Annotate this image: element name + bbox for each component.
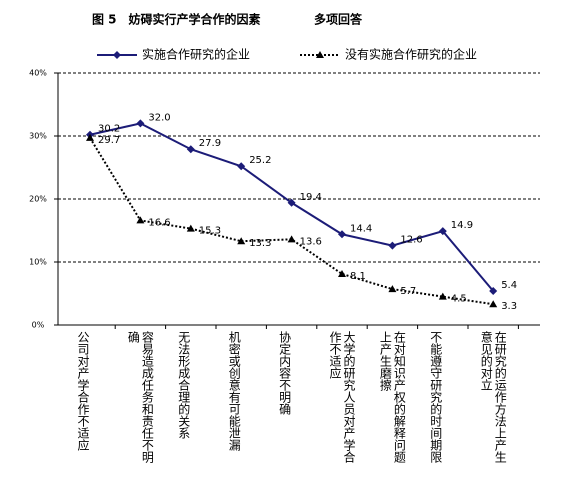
data-label: 8.1 <box>350 271 366 282</box>
data-label: 14.4 <box>350 223 372 234</box>
marker <box>237 162 246 171</box>
data-label: 25.2 <box>249 155 271 166</box>
y-tick-label: 0% <box>32 321 45 330</box>
chart-title: 图 5 妨碍实行产学合作的因素 <box>92 12 261 27</box>
x-tick-label: 不能遵守研究的时间期限 <box>428 331 443 463</box>
data-label: 27.9 <box>199 138 221 149</box>
x-tick-label: 无法形成合理的关系 <box>176 331 191 439</box>
marker <box>287 198 296 207</box>
y-tick-label: 10% <box>29 258 47 267</box>
legend-label: 实施合作研究的企业 <box>142 47 250 62</box>
x-tick-label: 在研究的运作方法上产生意见的对立 <box>479 331 508 463</box>
data-label: 19.4 <box>300 192 322 203</box>
y-tick-label: 40% <box>29 69 47 78</box>
marker <box>186 145 195 154</box>
marker <box>388 285 397 293</box>
y-tick-label: 30% <box>29 132 47 141</box>
marker <box>316 51 324 58</box>
x-tick-label: 协定内容不明确 <box>277 331 292 415</box>
y-tick-label: 20% <box>29 195 47 204</box>
marker <box>86 133 94 141</box>
series-line <box>89 122 494 292</box>
marker <box>186 224 195 232</box>
marker <box>136 119 145 128</box>
legend-label: 没有实施合作研究的企业 <box>345 47 477 62</box>
data-label: 29.7 <box>98 135 120 146</box>
marker <box>136 216 145 224</box>
marker <box>438 227 447 236</box>
marker <box>237 237 246 245</box>
marker <box>338 269 346 277</box>
data-label: 13.3 <box>249 238 271 249</box>
marker <box>338 230 346 239</box>
x-tick-label: 大学的研究人员对产学合作不适应 <box>328 331 356 463</box>
marker <box>113 51 121 59</box>
data-label: 5.4 <box>501 280 517 291</box>
data-label: 13.6 <box>300 236 322 247</box>
chart-subtitle: 多项回答 <box>314 12 363 27</box>
data-label: 4.5 <box>451 294 467 305</box>
x-tick-label: 公司对产学合作不适应 <box>76 331 90 451</box>
data-label: 15.3 <box>199 226 221 237</box>
data-label: 14.9 <box>451 220 473 231</box>
x-tick-label: 机密或创意有可能泄漏 <box>227 331 242 451</box>
x-tick-label: 在对知识产权的解释问题上产生磨擦 <box>378 331 407 463</box>
marker <box>388 241 397 250</box>
x-tick-label: 容易造成任务和责任不明确 <box>126 331 155 463</box>
data-label: 16.6 <box>148 217 170 228</box>
data-label: 30.2 <box>98 124 120 135</box>
marker <box>489 286 498 295</box>
marker <box>489 300 498 308</box>
data-label: 32.0 <box>148 112 170 123</box>
data-label: 5.7 <box>400 286 416 297</box>
marker <box>438 292 447 300</box>
marker <box>287 235 296 243</box>
series-line <box>89 137 494 306</box>
data-label: 12.6 <box>400 235 422 246</box>
data-label: 3.3 <box>501 301 517 312</box>
